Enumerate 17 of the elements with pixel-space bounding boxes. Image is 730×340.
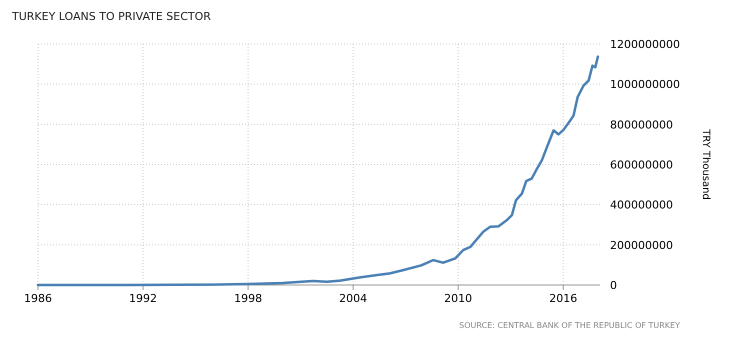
y-tick-label: 200000000 xyxy=(610,238,673,252)
x-tick-label: 1992 xyxy=(129,292,158,305)
x-tick-label: 2004 xyxy=(339,292,368,305)
line-series xyxy=(36,55,600,286)
y-tick-label: 1000000000 xyxy=(610,78,680,92)
x-tick-label: 2010 xyxy=(444,292,472,305)
y-tick-label: 1200000000 xyxy=(610,38,680,51)
x-tick-label: 2016 xyxy=(549,292,578,305)
y-axis-title: TRY Thousand xyxy=(700,128,711,200)
y-tick-label: 600000000 xyxy=(610,158,673,172)
x-tick-label: 1998 xyxy=(234,292,262,305)
y-tick-label: 0 xyxy=(610,279,617,292)
source-note: SOURCE: CENTRAL BANK OF THE REPUBLIC OF TURKEY xyxy=(459,321,680,330)
x-tick-label: 1986 xyxy=(24,292,52,305)
y-tick-label: 400000000 xyxy=(610,198,673,212)
y-tick-label: 800000000 xyxy=(610,118,673,132)
chart-title: TURKEY LOANS TO PRIVATE SECTOR xyxy=(11,10,212,23)
